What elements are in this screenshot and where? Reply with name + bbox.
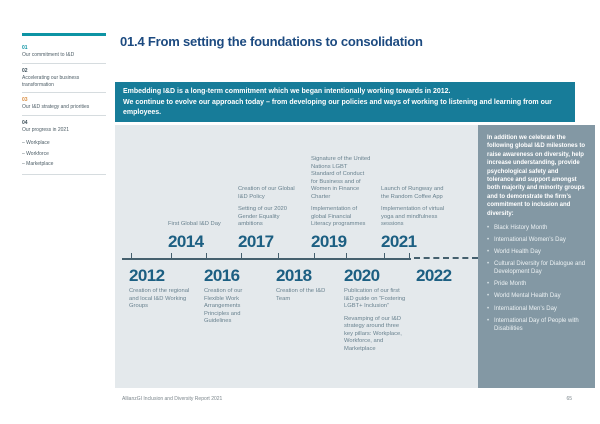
milestone-text: Creation of our Flexible Work Arrangemen… <box>204 288 243 325</box>
milestone-text: Setting of our 2020 Gender Equality ambi… <box>238 206 287 228</box>
milestones-list: Black History Month International Women’… <box>487 224 586 333</box>
year-label: 2017 <box>238 232 274 251</box>
milestone-text: Publication of our first I&D guide on “F… <box>344 288 406 310</box>
banner-sentence-1: Embedding I&D is a long-term commitment … <box>123 88 451 95</box>
milestone-bullet: International Day of People with Disabil… <box>487 317 586 333</box>
milestone-bullet: International Women’s Day <box>487 236 586 244</box>
timeline-axis <box>122 258 411 260</box>
milestone-bullet: Pride Month <box>487 280 586 288</box>
year-label: 2019 <box>311 232 347 251</box>
page-title: 01.4 From setting the foundations to con… <box>120 34 423 49</box>
timeline-tick <box>346 253 347 258</box>
timeline-col-2016: 2016 Creation of our Flexible Work Arran… <box>204 267 262 326</box>
nav-item-label: Accelerating our business transformation <box>22 74 80 88</box>
timeline-tick <box>206 253 207 258</box>
nav-item-number: 01 <box>22 45 28 51</box>
global-milestones-panel: In addition we celebrate the following g… <box>478 125 595 388</box>
intro-banner: Embedding I&D is a long-term commitment … <box>115 82 575 122</box>
timeline-tick <box>278 253 279 258</box>
timeline-col-2014: First Global I&D Day 2014 <box>168 221 226 250</box>
year-label: 2016 <box>204 266 240 285</box>
sidebar-subitem-workforce[interactable]: – Workforce <box>22 150 49 157</box>
nav-item-number: 02 <box>22 67 28 74</box>
timeline-col-2022: 2022 <box>416 267 474 288</box>
timeline-tick <box>409 253 410 258</box>
milestone-bullet: Black History Month <box>487 224 586 232</box>
year-label: 2020 <box>344 266 380 285</box>
nav-sub-group: – Workplace – Workforce – Marketplace <box>22 138 106 175</box>
timeline-col-2021: Launch of Rungway and the Random Coffee … <box>381 186 445 250</box>
nav-item-number: 03 <box>22 97 28 104</box>
year-label: 2021 <box>381 232 417 251</box>
nav-accent-bar <box>22 33 106 36</box>
timeline-col-2017: Creation of our Global I&D Policy Settin… <box>238 186 298 250</box>
timeline-col-2018: 2018 Creation of the I&D Team <box>276 267 334 303</box>
nav-item-label: Our commitment to I&D <box>22 52 75 58</box>
milestone-text: Signature of the United Nations LGBT Sta… <box>311 156 371 200</box>
sidebar-item-strategy[interactable]: 03 Our I&D strategy and priorities <box>22 93 106 116</box>
year-label: 2012 <box>129 266 165 285</box>
timeline-axis-dashed-future <box>414 257 478 259</box>
timeline-tick <box>131 253 132 258</box>
timeline-tick <box>241 253 242 258</box>
timeline-col-2012: 2012 Creation of the regional and local … <box>129 267 191 311</box>
milestone-text: Creation of our Global I&D Policy <box>238 186 295 200</box>
timeline-panel: First Global I&D Day 2014 Creation of ou… <box>115 125 478 388</box>
milestone-text: Revamping of our I&D strategy around thr… <box>344 315 402 352</box>
left-nav: 01 Our commitment to I&D 02 Accelerating… <box>22 33 106 175</box>
milestone-text: Creation of the I&D Team <box>276 288 326 302</box>
milestone-text: Implementation of virtual yoga and mindf… <box>381 206 445 228</box>
sidebar-subitem-workplace[interactable]: – Workplace <box>22 139 50 146</box>
sidebar-item-transformation[interactable]: 02 Accelerating our business transformat… <box>22 64 106 94</box>
timeline-tick <box>384 253 385 258</box>
milestones-intro: In addition we celebrate the following g… <box>487 135 586 217</box>
timeline-tick <box>314 253 315 258</box>
footer-page-number: 65 <box>566 396 572 402</box>
milestone-bullet: International Men’s Day <box>487 305 586 313</box>
timeline-tick <box>171 253 172 258</box>
milestone-text: Creation of the regional and local I&D W… <box>129 288 190 310</box>
milestone-bullet: World Health Day <box>487 248 586 256</box>
sidebar-item-commitment[interactable]: 01 Our commitment to I&D <box>22 41 106 64</box>
nav-item-label: Our I&D strategy and priorities <box>22 104 90 111</box>
sidebar-subitem-marketplace[interactable]: – Marketplace <box>22 161 54 168</box>
timeline-col-2020: 2020 Publication of our first I&D guide … <box>344 267 406 353</box>
banner-sentence-2: We continue to evolve our approach today… <box>123 98 552 117</box>
nav-item-label: Our progress in 2021 <box>22 127 69 133</box>
year-label: 2014 <box>168 232 204 251</box>
footer-report-title: AllianzGI Inclusion and Diversity Report… <box>122 396 223 402</box>
page-footer: AllianzGI Inclusion and Diversity Report… <box>122 396 572 402</box>
timeline-col-2019: Signature of the United Nations LGBT Sta… <box>311 156 371 250</box>
year-label: 2018 <box>276 266 312 285</box>
sidebar-item-progress[interactable]: 04 Our progress in 2021 <box>22 116 106 138</box>
milestone-text: Implementation of global Financial Liter… <box>311 206 366 228</box>
year-label: 2022 <box>416 266 452 285</box>
milestone-bullet: World Mental Health Day <box>487 292 586 300</box>
milestone-text: First Global I&D Day <box>168 221 221 228</box>
milestone-text: Launch of Rungway and the Random Coffee … <box>381 186 444 200</box>
nav-item-number: 04 <box>22 120 28 126</box>
milestone-bullet: Cultural Diversity for Dialogue and Deve… <box>487 260 586 276</box>
